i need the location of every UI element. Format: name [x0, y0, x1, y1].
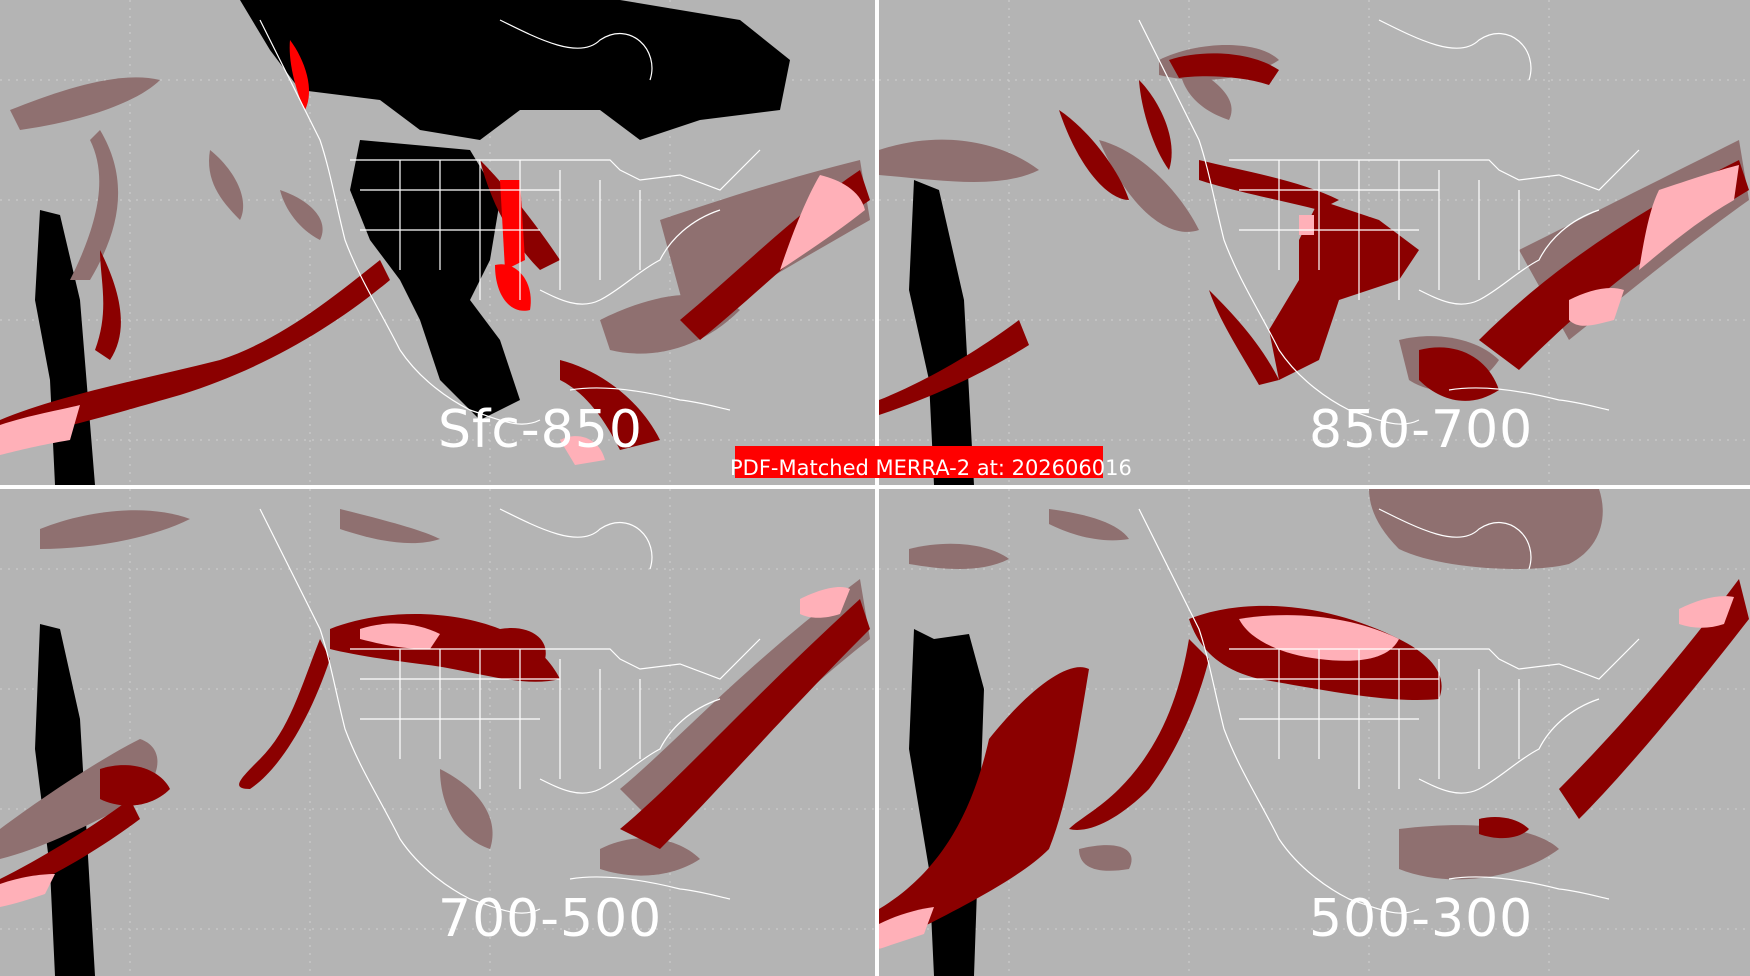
panel-700-500: 700-500 — [0, 489, 875, 976]
panel-sfc-850: Sfc-850 — [0, 0, 875, 485]
map-outlines — [1138, 508, 1640, 914]
map-700-500 — [0, 489, 875, 976]
panel-label-700-500: 700-500 — [438, 889, 663, 949]
map-sfc-850 — [0, 0, 875, 485]
pink-class-areas — [0, 587, 850, 907]
no-data-region — [35, 0, 790, 485]
no-data-region — [909, 180, 974, 485]
map-850-700 — [879, 0, 1750, 485]
panel-label-sfc-850: Sfc-850 — [438, 400, 643, 460]
map-500-300 — [879, 489, 1750, 976]
title-banner — [735, 446, 1103, 478]
bright-red-class-areas — [289, 40, 531, 311]
panel-850-700: 850-700 — [879, 0, 1750, 485]
panel-label-850-700: 850-700 — [1309, 400, 1534, 460]
panel-500-300: 500-300 — [879, 489, 1750, 976]
light-class-areas — [909, 489, 1603, 880]
pink-class-areas — [0, 175, 865, 465]
lat-lon-grid — [0, 489, 875, 976]
map-outlines — [1138, 19, 1640, 425]
title-banner-text: PDF-Matched MERRA-2 at: 202606016 — [730, 456, 1132, 480]
map-outlines — [259, 508, 761, 914]
map-outlines — [259, 19, 761, 425]
panel-label-500-300: 500-300 — [1309, 889, 1534, 949]
